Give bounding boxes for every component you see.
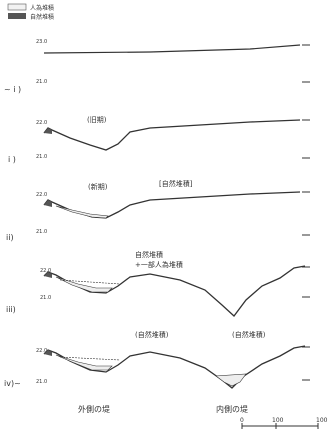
annotation-partial-artificial: +一部人為堆積	[135, 260, 183, 269]
panel-label: iv)~	[4, 379, 21, 388]
fill-layer-inner	[215, 373, 247, 387]
dashed-layer-line	[59, 279, 121, 285]
ground-profile	[43, 265, 306, 317]
fill-layer	[55, 354, 113, 371]
panel-2: 22.0 21.0 (旧期) i )	[8, 116, 310, 164]
tick-lower: 21.0	[40, 295, 51, 301]
annotation-natural-right: (自然堆積)	[232, 330, 266, 339]
label-outer-embankment: 外側の堤	[78, 404, 110, 414]
panel-label: ii)	[6, 233, 14, 242]
natural-deposit	[44, 350, 52, 356]
natural-deposit	[44, 200, 52, 207]
tick-lower: 21.0	[36, 229, 47, 235]
scale-label-zero: 0	[240, 417, 244, 424]
legend-swatch-natural	[8, 13, 26, 19]
legend-swatch-artificial	[7, 3, 27, 11]
panel-label: ~ i )	[4, 85, 21, 94]
panel-5: 22.0 21.0 (自然堆積) (自然堆積) iv)~	[4, 330, 310, 389]
tick-lower: 21.0	[36, 79, 47, 85]
natural-deposit	[44, 128, 52, 134]
annotation-old-period: (旧期)	[87, 116, 107, 124]
tick-upper: 22.0	[36, 120, 47, 126]
tick-upper: 22.0	[36, 192, 47, 198]
tick-lower: 21.0	[36, 154, 47, 160]
annotation-new-period: (新期)	[88, 182, 108, 191]
panel-3: 22.0 21.0 (新期) [自然堆積] ii)	[6, 179, 310, 242]
legend-label-natural: 自然堆積	[30, 13, 54, 21]
annotation-natural-partial: 自然堆積	[135, 250, 163, 259]
panel-1: 23.0 21.0 ~ i )	[4, 39, 310, 94]
dashed-layer-line	[59, 356, 121, 361]
scale-label-end: 100	[316, 417, 328, 424]
ground-profile	[43, 44, 301, 54]
annotation-natural: [自然堆積]	[159, 179, 193, 188]
fill-layer	[55, 276, 113, 293]
panel-4: 22.0 21.0 自然堆積 +一部人為堆積 iii)	[6, 250, 310, 317]
tick-upper: 22.0	[36, 348, 47, 354]
ground-profile	[43, 119, 301, 151]
legend: 人為堆積 自然堆積	[7, 3, 54, 21]
natural-deposit	[44, 272, 52, 278]
tick-upper: 22.0	[40, 268, 51, 274]
label-inner-embankment: 内側の堤	[216, 404, 248, 414]
annotation-natural-left: (自然堆積)	[135, 330, 169, 339]
tick-upper: 23.0	[36, 39, 47, 45]
legend-label-artificial: 人為堆積	[30, 4, 54, 12]
panel-label: iii)	[6, 305, 16, 314]
panel-label: i )	[8, 155, 16, 164]
tick-lower: 21.0	[36, 379, 47, 385]
scale-label-mid: 100	[272, 417, 284, 424]
ground-profile	[43, 345, 306, 389]
fill-layer	[55, 205, 109, 219]
scale-bar: 0 100 100	[240, 417, 328, 429]
